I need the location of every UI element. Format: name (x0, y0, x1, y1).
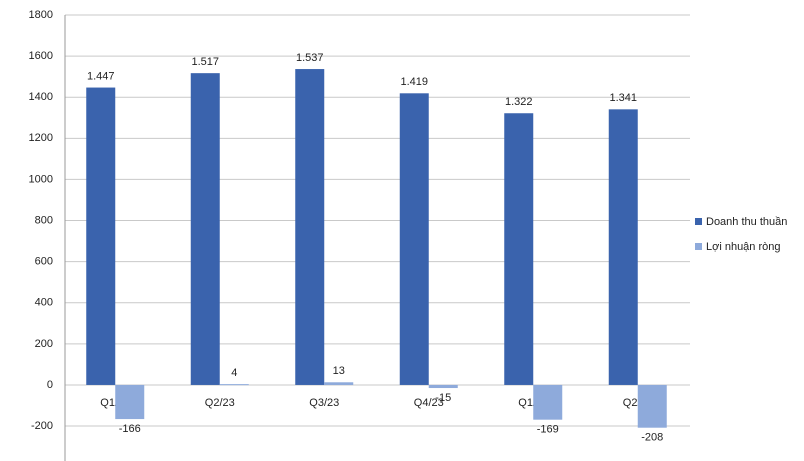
y-tick-label: 0 (47, 379, 53, 391)
legend-label: Doanh thu thuần (706, 216, 787, 228)
value-label: 13 (333, 365, 345, 377)
y-tick-label: 1600 (29, 50, 53, 62)
value-label: 1.419 (400, 76, 428, 88)
value-label: -15 (435, 392, 451, 404)
x-tick-label: Q4/23 (414, 397, 444, 409)
y-tick-label: -200 (31, 420, 53, 432)
x-tick-label: Q2/23 (205, 397, 235, 409)
y-tick-label: 600 (35, 256, 53, 268)
value-label: -166 (119, 423, 141, 435)
bar (637, 384, 667, 428)
legend-label: Lợi nhuận ròng (706, 241, 781, 253)
bar (86, 87, 116, 385)
y-tick-label: 400 (35, 297, 53, 309)
bar (504, 113, 534, 385)
legend-swatch (695, 218, 702, 225)
value-label: -208 (641, 432, 663, 444)
value-label: 1.517 (191, 56, 219, 68)
value-label: -169 (537, 424, 559, 436)
value-label: 1.537 (296, 52, 324, 64)
y-tick-label: 1400 (29, 91, 53, 103)
bar (115, 384, 145, 420)
value-label: 1.447 (87, 70, 115, 82)
y-tick-label: 1200 (29, 132, 53, 144)
y-tick-label: 1800 (29, 9, 53, 21)
legend-swatch (695, 243, 702, 250)
bar (190, 73, 220, 385)
x-tick-label: Q3/23 (309, 397, 339, 409)
bar (533, 384, 563, 420)
value-label: 1.341 (609, 92, 637, 104)
y-tick-label: 800 (35, 214, 53, 226)
y-tick-label: 200 (35, 338, 53, 350)
bar (608, 109, 638, 385)
bar (324, 382, 354, 385)
bar (399, 93, 429, 385)
bar (428, 384, 458, 389)
bar (295, 69, 325, 385)
bar (219, 384, 249, 386)
value-label: 1.322 (505, 96, 533, 108)
y-tick-label: 1000 (29, 173, 53, 185)
value-label: 4 (231, 367, 237, 379)
